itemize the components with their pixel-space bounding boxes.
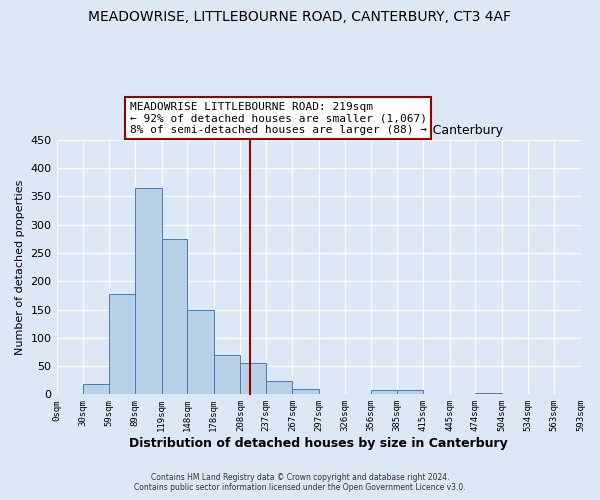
Bar — [241, 363, 266, 394]
Bar — [292, 389, 319, 394]
X-axis label: Distribution of detached houses by size in Canterbury: Distribution of detached houses by size … — [129, 437, 508, 450]
Y-axis label: Number of detached properties: Number of detached properties — [15, 180, 25, 355]
Title: Size of property relative to detached houses in Canterbury: Size of property relative to detached ho… — [134, 124, 503, 138]
Bar — [266, 382, 292, 394]
Bar — [371, 390, 397, 394]
Bar — [109, 294, 135, 394]
Bar — [475, 393, 502, 394]
Bar — [83, 384, 109, 394]
Bar — [187, 310, 214, 394]
Bar — [397, 390, 423, 394]
Text: MEADOWRISE LITTLEBOURNE ROAD: 219sqm
← 92% of detached houses are smaller (1,067: MEADOWRISE LITTLEBOURNE ROAD: 219sqm ← 9… — [130, 102, 427, 135]
Text: MEADOWRISE, LITTLEBOURNE ROAD, CANTERBURY, CT3 4AF: MEADOWRISE, LITTLEBOURNE ROAD, CANTERBUR… — [89, 10, 511, 24]
Bar — [161, 239, 187, 394]
Bar — [135, 188, 161, 394]
Text: Contains HM Land Registry data © Crown copyright and database right 2024.
Contai: Contains HM Land Registry data © Crown c… — [134, 473, 466, 492]
Bar — [214, 355, 241, 395]
